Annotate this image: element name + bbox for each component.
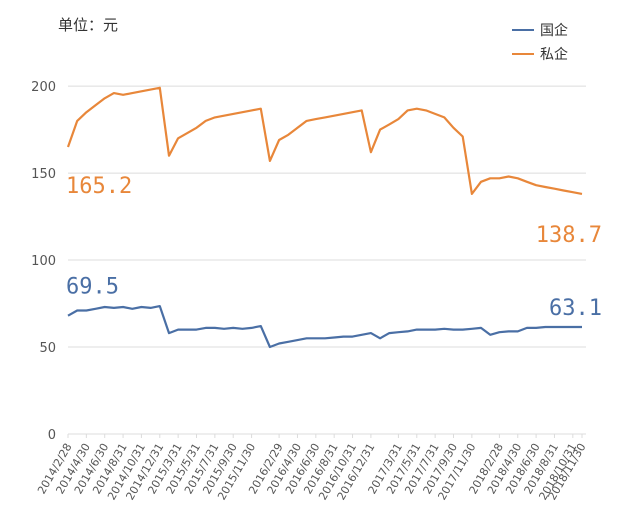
legend-label-soe: 国企 <box>540 23 568 39</box>
legend: 国企 私企 <box>512 18 568 66</box>
series-line-private <box>66 86 583 195</box>
y-tick-label: 50 <box>39 341 56 356</box>
y-tick-label: 200 <box>31 80 56 95</box>
legend-swatch-private <box>512 53 534 55</box>
y-tick-label: 100 <box>31 254 56 269</box>
unit-label: 单位：元 <box>58 16 119 34</box>
y-tick-label: 0 <box>48 428 56 443</box>
start-label-private: 165.2 <box>66 174 132 199</box>
legend-label-private: 私企 <box>540 47 568 63</box>
legend-swatch-soe <box>512 29 534 31</box>
end-label-soe: 63.1 <box>549 296 602 321</box>
series-line-soe <box>67 305 582 349</box>
y-tick-label: 150 <box>31 167 56 182</box>
start-label-soe: 69.5 <box>66 275 119 300</box>
legend-item-soe: 国企 <box>512 18 568 42</box>
end-label-private: 138.7 <box>536 223 602 248</box>
legend-item-private: 私企 <box>512 42 568 66</box>
